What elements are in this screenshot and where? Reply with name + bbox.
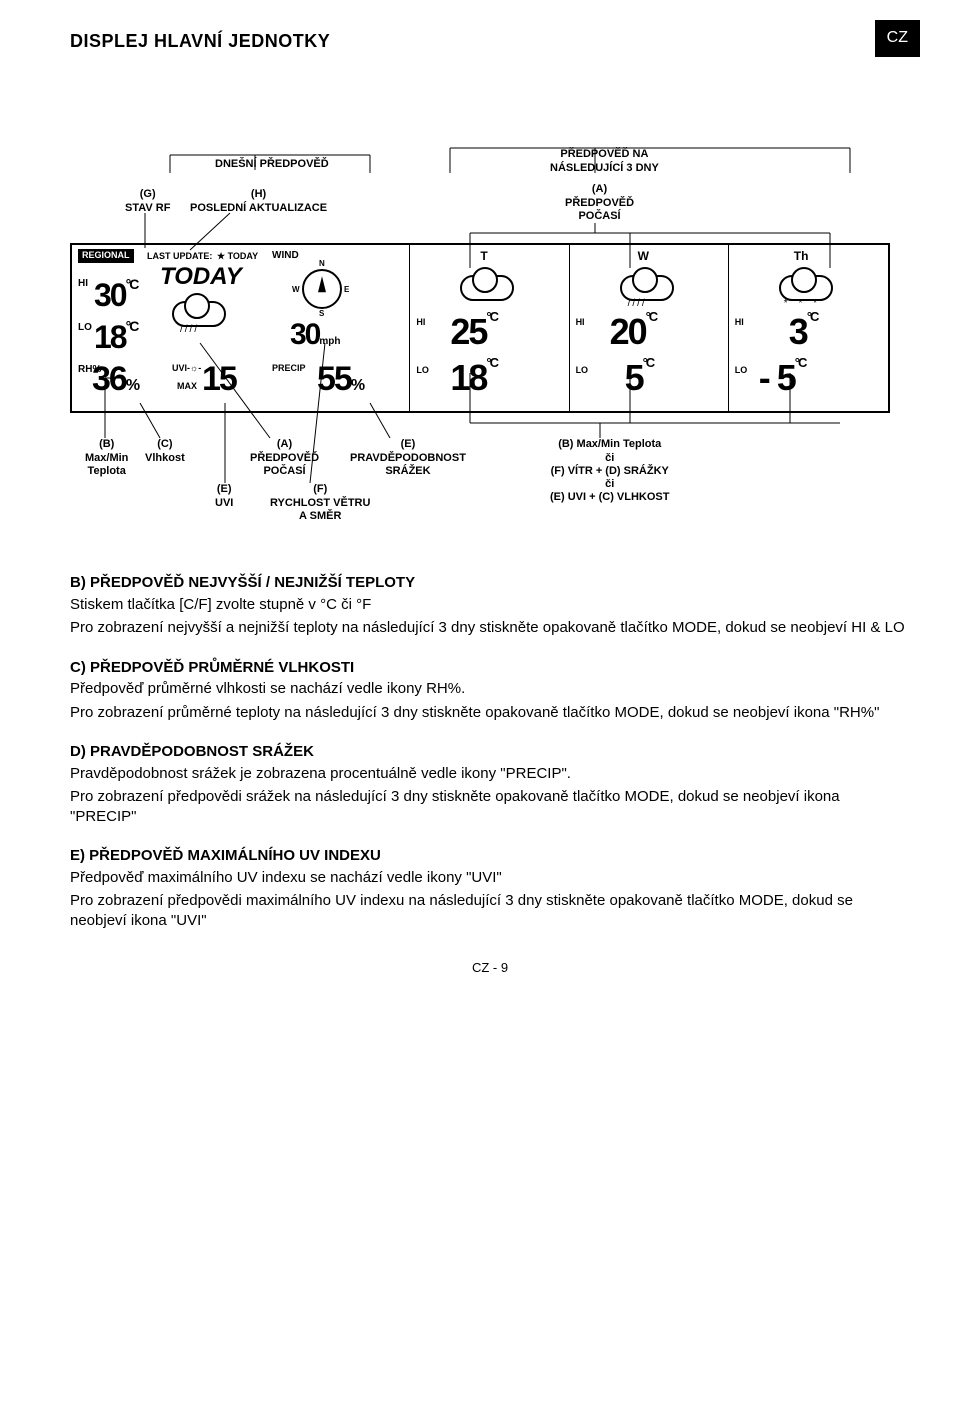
section-c-l1: Předpověď průměrné vlhkosti se nachází v… — [70, 679, 910, 699]
section-d: D) PRAVDĚPODOBNOST SRÁŽEK Pravděpodobnos… — [70, 742, 910, 826]
label-a: (A) PŘEDPOVĚĎ POČASÍ — [565, 183, 634, 223]
lcd-rh-val: 36% — [92, 357, 140, 401]
lcd-lo-label: LO — [78, 321, 92, 334]
day-label-w: W — [638, 249, 649, 265]
label-right: (B) Max/Min Teplota či (F) VÍTR + (D) SR… — [550, 438, 669, 504]
day-lo-val: 5°C — [625, 355, 654, 402]
label-e: (E) PRAVDĚPODOBNOST SRÁŽEK — [350, 438, 466, 478]
section-d-l2: Pro zobrazení předpovědi srážek na násle… — [70, 787, 910, 826]
cloud-icon — [779, 267, 829, 297]
lcd-day-th: Th * * * HI 3°C LO - 5°C — [729, 245, 888, 411]
day-lo-val: 18°C — [450, 355, 497, 402]
lcd-precip-label: PRECIP — [272, 363, 306, 375]
section-d-l1: Pravděpodobnost srážek je zobrazena proc… — [70, 764, 910, 784]
lcd-lo-val: 18°C — [94, 317, 137, 359]
section-b: B) PŘEDPOVĚĎ NEJVYŠŠÍ / NEJNIŽŠÍ TEPLOTY… — [70, 573, 910, 638]
day-label-t: T — [480, 249, 487, 265]
diagram-container: DNEŠNÍ PŘEDPOVĚĎ (G) STAV RF (H) POSLEDN… — [70, 83, 890, 523]
page-footer: CZ - 9 — [70, 960, 910, 977]
lcd-hi-val: 30°C — [94, 275, 137, 317]
cloud-icon — [620, 267, 670, 297]
lcd-max-label: MAX — [177, 381, 197, 393]
label-b: (B) Max/Min Teplota — [85, 438, 128, 478]
lcd-uvi-val: 15 — [202, 357, 236, 401]
lcd-regional: REGIONAL — [78, 249, 134, 263]
language-tab: CZ — [875, 20, 920, 57]
day-lo-label: LO — [735, 365, 748, 377]
label-g: (G) STAV RF — [125, 188, 170, 214]
section-e: E) PŘEDPOVĚĎ MAXIMÁLNÍHO UV INDEXU Předp… — [70, 846, 910, 930]
day-hi-label: HI — [576, 317, 585, 329]
day-hi-label: HI — [416, 317, 425, 329]
lcd-day-t: T HI 25°C LO 18°C — [410, 245, 569, 411]
label-f: (F) RYCHLOST VĚTRU A SMĚR — [270, 483, 370, 523]
section-e-title: E) PŘEDPOVĚĎ MAXIMÁLNÍHO UV INDEXU — [70, 846, 910, 866]
section-e-l1: Předpověď maximálního UV indexu se nachá… — [70, 868, 910, 888]
day-hi-val: 25°C — [450, 309, 497, 356]
cloud-icon — [172, 293, 222, 323]
section-c: C) PŘEDPOVĚĎ PRŮMĚRNÉ VLHKOSTI Předpověď… — [70, 658, 910, 723]
label-h: (H) POSLEDNÍ AKTUALIZACE — [190, 188, 327, 214]
section-b-l2: Pro zobrazení nejvyšší a nejnižší teplot… — [70, 618, 910, 638]
label-a2: (A) PŘEDPOVĚĎ POČASÍ — [250, 438, 319, 478]
label-c: (C) Vlhkost — [145, 438, 185, 464]
section-b-title: B) PŘEDPOVĚĎ NEJVYŠŠÍ / NEJNIŽŠÍ TEPLOTY — [70, 573, 910, 593]
day-hi-label: HI — [735, 317, 744, 329]
lcd-today-column: REGIONAL LAST UPDATE: ★ TODAY WIND TODAY… — [72, 245, 410, 411]
lcd-day-w: W //// HI 20°C LO 5°C — [570, 245, 729, 411]
compass-icon: N E S W — [302, 269, 342, 309]
page-title: DISPLEJ HLAVNÍ JEDNOTKY — [70, 30, 910, 53]
lcd-uvi-label: UVI-☼- — [172, 363, 201, 375]
lcd-wind: WIND — [272, 249, 299, 262]
section-c-l2: Pro zobrazení průměrné teploty na násled… — [70, 703, 910, 723]
label-3days: PŘEDPOVĚĎ NA NÁSLEDUJÍCÍ 3 DNY — [550, 148, 659, 174]
label-dnesni: DNEŠNÍ PŘEDPOVĚĎ — [215, 158, 329, 171]
day-lo-label: LO — [416, 365, 429, 377]
section-c-title: C) PŘEDPOVĚĎ PRŮMĚRNÉ VLHKOSTI — [70, 658, 910, 678]
day-label-th: Th — [794, 249, 809, 265]
day-lo-val: - 5°C — [759, 355, 806, 402]
section-b-l1: Stiskem tlačítka [C/F] zvolte stupně v °… — [70, 595, 910, 615]
day-lo-label: LO — [576, 365, 589, 377]
lcd-wind-val: 30mph — [290, 315, 340, 354]
lcd-todaybig: TODAY — [160, 261, 242, 292]
lcd-hi-label: HI — [78, 277, 88, 290]
section-e-l2: Pro zobrazení předpovědi maximálního UV … — [70, 891, 910, 930]
day-hi-val: 20°C — [610, 309, 657, 356]
section-d-title: D) PRAVDĚPODOBNOST SRÁŽEK — [70, 742, 910, 762]
rain-icon: //// — [180, 323, 199, 336]
cloud-icon — [460, 267, 510, 297]
day-hi-val: 3°C — [789, 309, 818, 356]
lcd-display: REGIONAL LAST UPDATE: ★ TODAY WIND TODAY… — [70, 243, 890, 413]
lcd-precip-val: 55% — [317, 357, 365, 401]
label-e-uvi: (E) UVI — [215, 483, 233, 509]
